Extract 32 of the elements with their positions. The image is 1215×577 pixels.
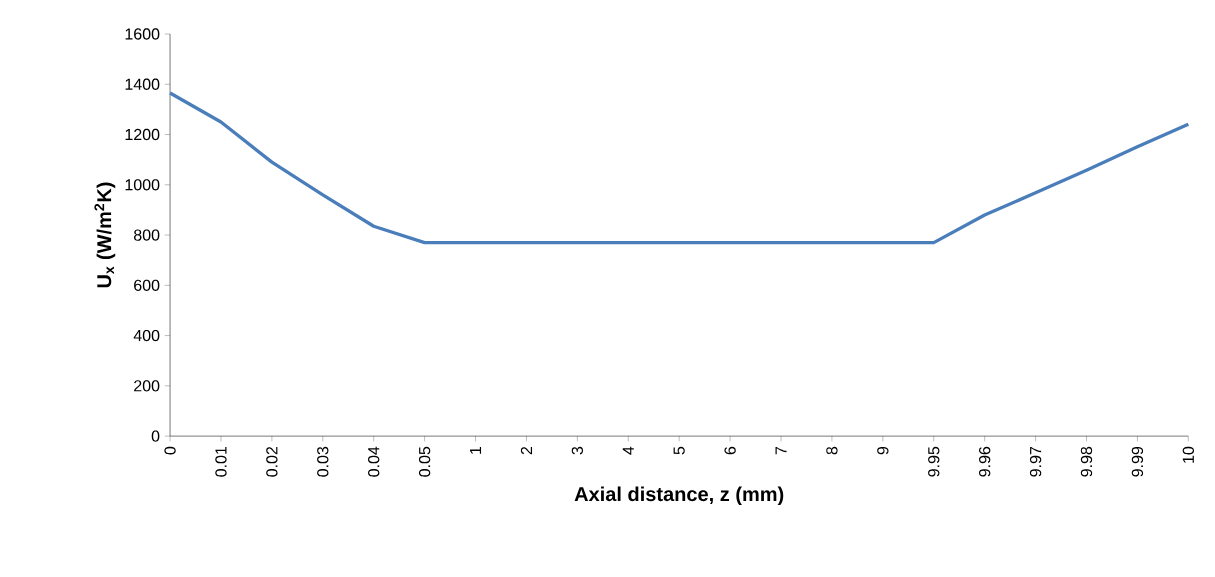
x-tick-label: 8 xyxy=(826,446,838,455)
x-tick-label: 2 xyxy=(520,446,533,455)
x-tick-label: 0.03 xyxy=(317,446,329,477)
x-tick-label: 9 xyxy=(877,446,889,455)
x-tick-label: 0.04 xyxy=(368,446,380,477)
x-tick-label: 0 xyxy=(164,446,176,455)
y-tick-label: 600 xyxy=(134,279,160,291)
y-axis-title: U$_{x}$ (W/m$^{2}$K) xyxy=(94,182,116,288)
y-tick-label: 1600 xyxy=(125,28,160,40)
x-tick-label: 9.95 xyxy=(928,446,940,477)
y-tick-label: 0 xyxy=(151,430,160,442)
y-tick-label: 1200 xyxy=(125,128,160,140)
y-tick-label: 1400 xyxy=(125,78,160,90)
x-tick-label: 3 xyxy=(571,446,584,455)
x-tick-label: 5 xyxy=(673,446,685,455)
y-tick-label: 400 xyxy=(133,329,160,342)
x-tick-label: 7 xyxy=(775,446,787,455)
y-tick-label: 800 xyxy=(133,229,160,241)
x-tick-label: 0.01 xyxy=(215,446,227,477)
x-tick-label: 0.02 xyxy=(266,446,278,477)
y-tick-label: 200 xyxy=(134,379,160,392)
y-tick-label: 1000 xyxy=(125,178,160,191)
x-tick-label: 4 xyxy=(622,446,634,455)
x-tick-label: 9.97 xyxy=(1029,446,1042,477)
x-tick-label: 9.98 xyxy=(1080,446,1093,477)
x-tick-label: 9.99 xyxy=(1131,446,1144,477)
x-tick-label: 1 xyxy=(470,446,482,454)
x-tick-label: 6 xyxy=(724,446,736,455)
x-tick-label: 9.96 xyxy=(979,446,991,477)
x-tick-label: 0.05 xyxy=(418,446,431,477)
x-axis-title: Axial distance, z (mm) xyxy=(574,486,784,505)
x-tick-label: 10 xyxy=(1182,446,1194,463)
